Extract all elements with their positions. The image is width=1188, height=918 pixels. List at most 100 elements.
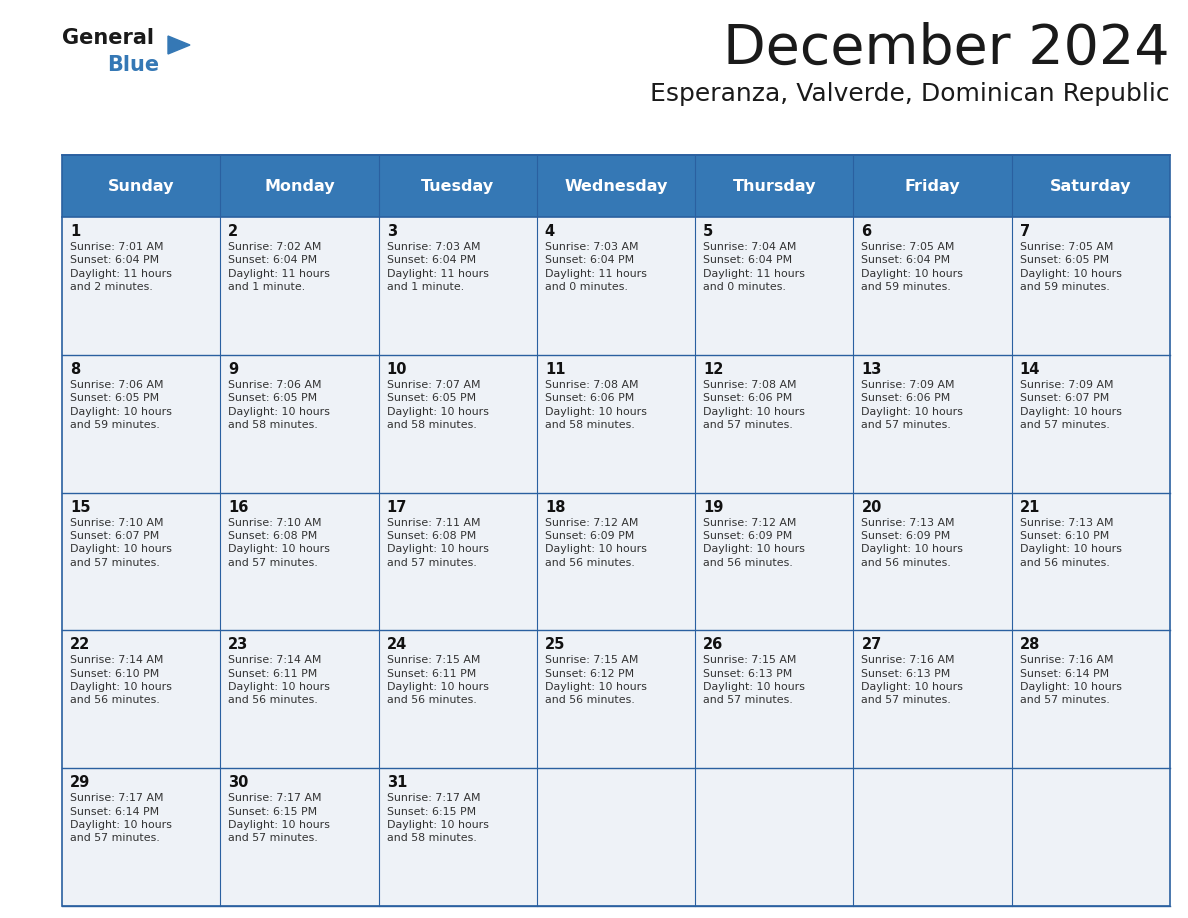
Text: Sunday: Sunday (108, 178, 175, 194)
Text: Sunrise: 7:08 AM
Sunset: 6:06 PM
Daylight: 10 hours
and 57 minutes.: Sunrise: 7:08 AM Sunset: 6:06 PM Dayligh… (703, 380, 805, 430)
Text: 7: 7 (1019, 224, 1030, 239)
Text: Thursday: Thursday (733, 178, 816, 194)
Text: 8: 8 (70, 362, 81, 376)
Bar (220, 493, 379, 631)
Bar (853, 217, 1012, 354)
Text: Tuesday: Tuesday (422, 178, 494, 194)
Text: Sunrise: 7:12 AM
Sunset: 6:09 PM
Daylight: 10 hours
and 56 minutes.: Sunrise: 7:12 AM Sunset: 6:09 PM Dayligh… (545, 518, 646, 567)
Text: Blue: Blue (107, 55, 159, 75)
Bar (537, 768, 695, 906)
Bar (220, 354, 379, 493)
Text: 19: 19 (703, 499, 723, 515)
Text: 27: 27 (861, 637, 881, 653)
Text: 13: 13 (861, 362, 881, 376)
Text: 14: 14 (1019, 362, 1040, 376)
Text: Sunrise: 7:03 AM
Sunset: 6:04 PM
Daylight: 11 hours
and 0 minutes.: Sunrise: 7:03 AM Sunset: 6:04 PM Dayligh… (545, 242, 646, 292)
Bar (537, 631, 695, 768)
Bar (537, 354, 695, 493)
Text: 16: 16 (228, 499, 248, 515)
Text: Sunrise: 7:14 AM
Sunset: 6:10 PM
Daylight: 10 hours
and 56 minutes.: Sunrise: 7:14 AM Sunset: 6:10 PM Dayligh… (70, 655, 172, 705)
Text: 31: 31 (386, 775, 407, 790)
Bar (537, 155, 695, 217)
Text: Sunrise: 7:17 AM
Sunset: 6:15 PM
Daylight: 10 hours
and 57 minutes.: Sunrise: 7:17 AM Sunset: 6:15 PM Dayligh… (228, 793, 330, 844)
Text: 26: 26 (703, 637, 723, 653)
Text: 2: 2 (228, 224, 239, 239)
Bar (62, 155, 220, 217)
Bar (695, 217, 853, 354)
Text: Sunrise: 7:15 AM
Sunset: 6:12 PM
Daylight: 10 hours
and 56 minutes.: Sunrise: 7:15 AM Sunset: 6:12 PM Dayligh… (545, 655, 646, 705)
Text: Sunrise: 7:08 AM
Sunset: 6:06 PM
Daylight: 10 hours
and 58 minutes.: Sunrise: 7:08 AM Sunset: 6:06 PM Dayligh… (545, 380, 646, 430)
Text: 17: 17 (386, 499, 407, 515)
Text: Sunrise: 7:09 AM
Sunset: 6:07 PM
Daylight: 10 hours
and 57 minutes.: Sunrise: 7:09 AM Sunset: 6:07 PM Dayligh… (1019, 380, 1121, 430)
Bar (853, 768, 1012, 906)
Text: Sunrise: 7:05 AM
Sunset: 6:04 PM
Daylight: 10 hours
and 59 minutes.: Sunrise: 7:05 AM Sunset: 6:04 PM Dayligh… (861, 242, 963, 292)
Text: Saturday: Saturday (1050, 178, 1132, 194)
Text: 29: 29 (70, 775, 90, 790)
Text: Sunrise: 7:13 AM
Sunset: 6:09 PM
Daylight: 10 hours
and 56 minutes.: Sunrise: 7:13 AM Sunset: 6:09 PM Dayligh… (861, 518, 963, 567)
Text: Sunrise: 7:05 AM
Sunset: 6:05 PM
Daylight: 10 hours
and 59 minutes.: Sunrise: 7:05 AM Sunset: 6:05 PM Dayligh… (1019, 242, 1121, 292)
Bar (695, 768, 853, 906)
Bar (220, 217, 379, 354)
Bar (853, 493, 1012, 631)
Text: 5: 5 (703, 224, 713, 239)
Text: Sunrise: 7:04 AM
Sunset: 6:04 PM
Daylight: 11 hours
and 0 minutes.: Sunrise: 7:04 AM Sunset: 6:04 PM Dayligh… (703, 242, 805, 292)
Bar (695, 155, 853, 217)
Text: 6: 6 (861, 224, 872, 239)
Bar (1012, 493, 1170, 631)
Bar (62, 768, 220, 906)
Text: Wednesday: Wednesday (564, 178, 668, 194)
Bar (62, 631, 220, 768)
Text: 28: 28 (1019, 637, 1040, 653)
Bar (1012, 768, 1170, 906)
Text: 18: 18 (545, 499, 565, 515)
Bar (853, 631, 1012, 768)
Bar (220, 155, 379, 217)
Polygon shape (168, 36, 190, 54)
Text: Sunrise: 7:17 AM
Sunset: 6:15 PM
Daylight: 10 hours
and 58 minutes.: Sunrise: 7:17 AM Sunset: 6:15 PM Dayligh… (386, 793, 488, 844)
Text: Esperanza, Valverde, Dominican Republic: Esperanza, Valverde, Dominican Republic (650, 82, 1170, 106)
Bar (537, 493, 695, 631)
Bar (1012, 155, 1170, 217)
Text: Sunrise: 7:14 AM
Sunset: 6:11 PM
Daylight: 10 hours
and 56 minutes.: Sunrise: 7:14 AM Sunset: 6:11 PM Dayligh… (228, 655, 330, 705)
Text: Sunrise: 7:15 AM
Sunset: 6:13 PM
Daylight: 10 hours
and 57 minutes.: Sunrise: 7:15 AM Sunset: 6:13 PM Dayligh… (703, 655, 805, 705)
Bar (379, 354, 537, 493)
Bar (695, 493, 853, 631)
Bar (1012, 217, 1170, 354)
Text: 3: 3 (386, 224, 397, 239)
Text: 24: 24 (386, 637, 406, 653)
Bar (379, 217, 537, 354)
Bar (379, 631, 537, 768)
Text: Sunrise: 7:03 AM
Sunset: 6:04 PM
Daylight: 11 hours
and 1 minute.: Sunrise: 7:03 AM Sunset: 6:04 PM Dayligh… (386, 242, 488, 292)
Text: 21: 21 (1019, 499, 1040, 515)
Text: Sunrise: 7:17 AM
Sunset: 6:14 PM
Daylight: 10 hours
and 57 minutes.: Sunrise: 7:17 AM Sunset: 6:14 PM Dayligh… (70, 793, 172, 844)
Bar (220, 768, 379, 906)
Bar (1012, 354, 1170, 493)
Bar (379, 155, 537, 217)
Text: Sunrise: 7:02 AM
Sunset: 6:04 PM
Daylight: 11 hours
and 1 minute.: Sunrise: 7:02 AM Sunset: 6:04 PM Dayligh… (228, 242, 330, 292)
Text: 23: 23 (228, 637, 248, 653)
Text: 4: 4 (545, 224, 555, 239)
Text: Sunrise: 7:01 AM
Sunset: 6:04 PM
Daylight: 11 hours
and 2 minutes.: Sunrise: 7:01 AM Sunset: 6:04 PM Dayligh… (70, 242, 172, 292)
Text: Sunrise: 7:10 AM
Sunset: 6:07 PM
Daylight: 10 hours
and 57 minutes.: Sunrise: 7:10 AM Sunset: 6:07 PM Dayligh… (70, 518, 172, 567)
Text: Sunrise: 7:07 AM
Sunset: 6:05 PM
Daylight: 10 hours
and 58 minutes.: Sunrise: 7:07 AM Sunset: 6:05 PM Dayligh… (386, 380, 488, 430)
Text: Sunrise: 7:11 AM
Sunset: 6:08 PM
Daylight: 10 hours
and 57 minutes.: Sunrise: 7:11 AM Sunset: 6:08 PM Dayligh… (386, 518, 488, 567)
Text: Sunrise: 7:09 AM
Sunset: 6:06 PM
Daylight: 10 hours
and 57 minutes.: Sunrise: 7:09 AM Sunset: 6:06 PM Dayligh… (861, 380, 963, 430)
Text: December 2024: December 2024 (723, 22, 1170, 76)
Bar (537, 217, 695, 354)
Text: 11: 11 (545, 362, 565, 376)
Text: 1: 1 (70, 224, 81, 239)
Bar (62, 155, 1170, 906)
Bar (379, 493, 537, 631)
Text: 15: 15 (70, 499, 90, 515)
Bar (62, 493, 220, 631)
Bar (62, 354, 220, 493)
Text: Sunrise: 7:16 AM
Sunset: 6:14 PM
Daylight: 10 hours
and 57 minutes.: Sunrise: 7:16 AM Sunset: 6:14 PM Dayligh… (1019, 655, 1121, 705)
Text: Sunrise: 7:16 AM
Sunset: 6:13 PM
Daylight: 10 hours
and 57 minutes.: Sunrise: 7:16 AM Sunset: 6:13 PM Dayligh… (861, 655, 963, 705)
Text: Monday: Monday (264, 178, 335, 194)
Bar (695, 631, 853, 768)
Bar (1012, 631, 1170, 768)
Text: 9: 9 (228, 362, 239, 376)
Text: General: General (62, 28, 154, 48)
Bar (695, 354, 853, 493)
Text: 22: 22 (70, 637, 90, 653)
